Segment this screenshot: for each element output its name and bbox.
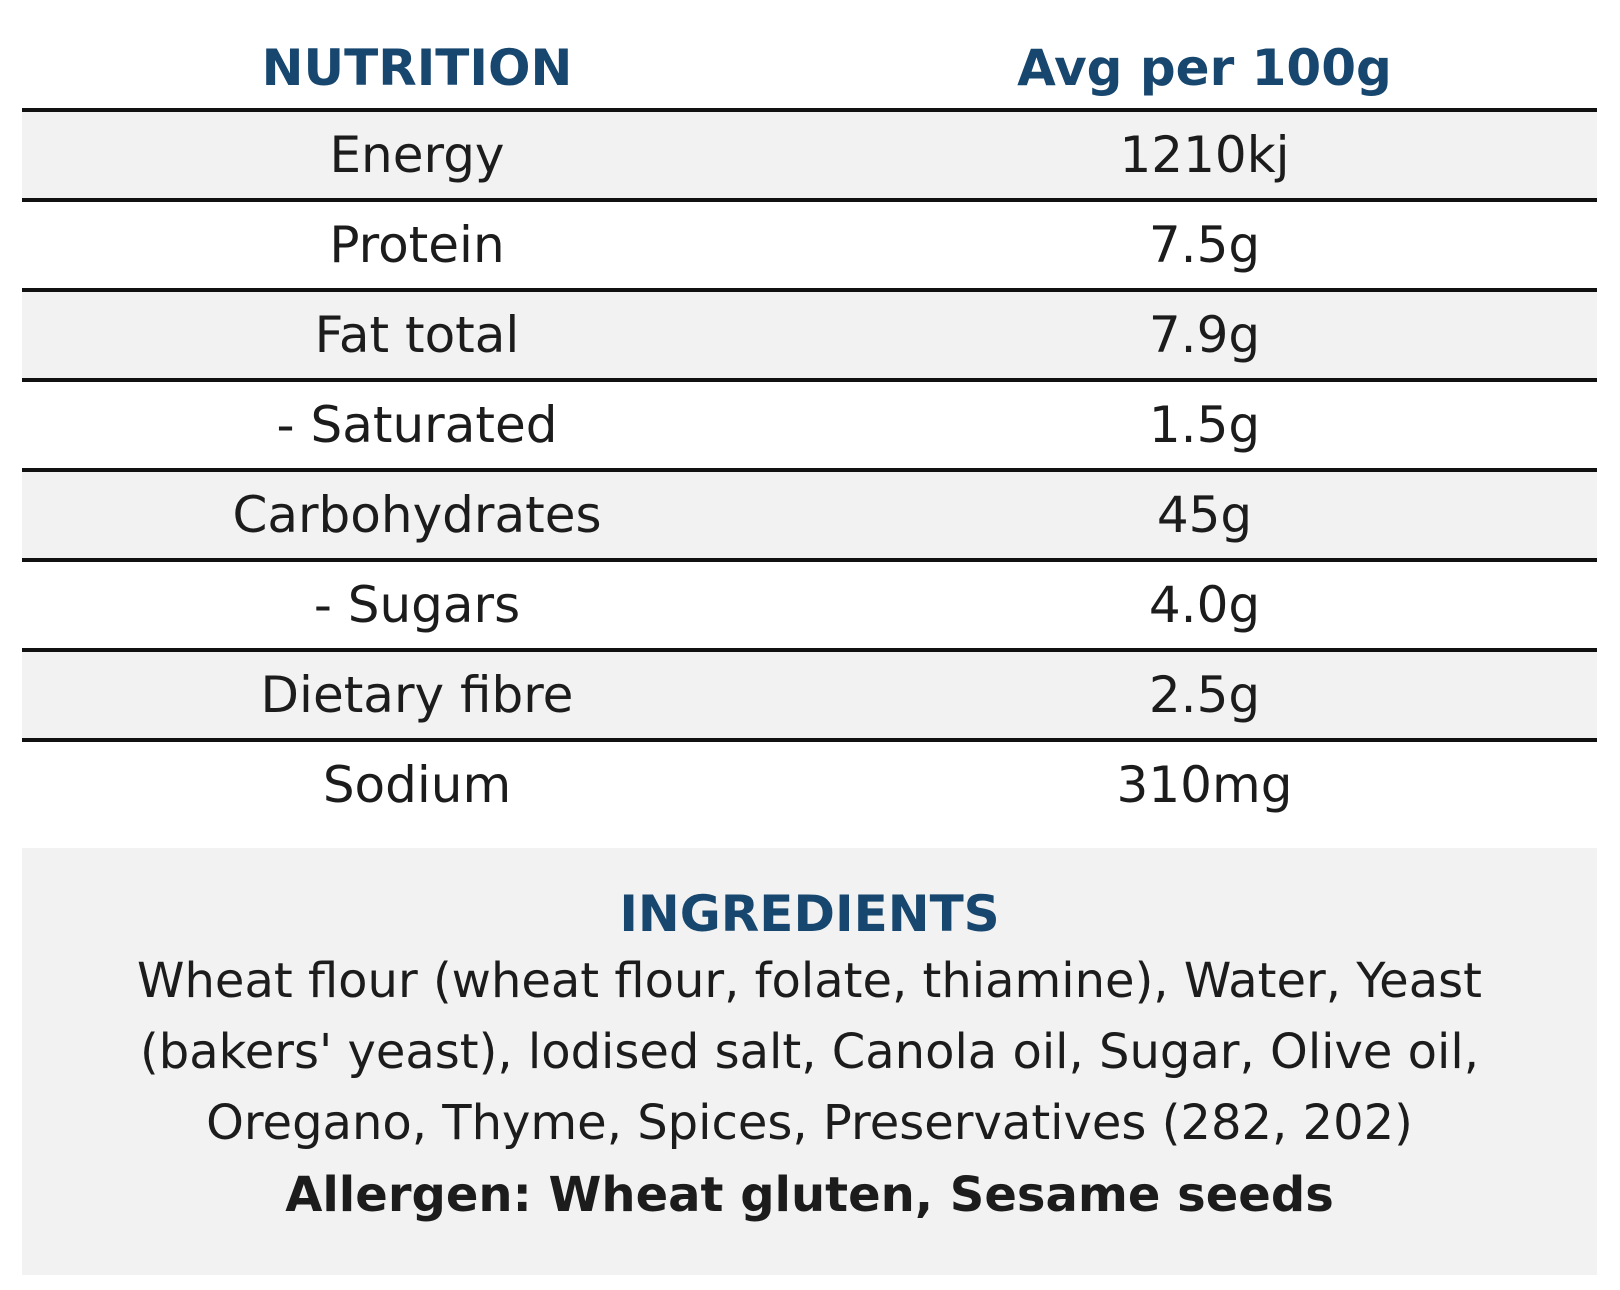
nutrition-heading: NUTRITION xyxy=(261,39,573,97)
nutrient-value: 1.5g xyxy=(1148,396,1261,454)
nutrient-label: Carbohydrates xyxy=(232,486,602,544)
table-row: Sodium 310mg xyxy=(22,742,1597,828)
nutrient-label: Protein xyxy=(329,216,505,274)
nutrient-value: 1210kj xyxy=(1119,126,1290,184)
avg-per-100g-heading: Avg per 100g xyxy=(1017,39,1392,97)
table-row: Carbohydrates 45g xyxy=(22,472,1597,562)
table-row: - Saturated 1.5g xyxy=(22,382,1597,472)
nutrient-value: 2.5g xyxy=(1148,666,1261,724)
nutrient-value: 4.0g xyxy=(1148,576,1261,634)
nutrient-label: Fat total xyxy=(314,306,520,364)
nutrient-label: Sodium xyxy=(322,756,512,814)
table-row: Protein 7.5g xyxy=(22,202,1597,292)
nutrient-label: Dietary fibre xyxy=(260,666,574,724)
nutrition-table: NUTRITION Avg per 100g Energy 1210kj Pro… xyxy=(22,28,1597,828)
ingredients-heading: INGREDIENTS xyxy=(619,885,1000,943)
nutrient-value: 7.9g xyxy=(1148,306,1261,364)
nutrition-header-row: NUTRITION Avg per 100g xyxy=(22,28,1597,112)
ingredients-text: Wheat flour (wheat flour, folate, thiami… xyxy=(137,953,1482,1151)
table-row: Dietary fibre 2.5g xyxy=(22,652,1597,742)
nutrient-label: Energy xyxy=(329,126,505,184)
nutrient-value: 310mg xyxy=(1116,756,1293,814)
nutrient-value: 7.5g xyxy=(1148,216,1261,274)
table-row: Energy 1210kj xyxy=(22,112,1597,202)
table-row: - Sugars 4.0g xyxy=(22,562,1597,652)
allergen-statement: Allergen: Wheat gluten, Sesame seeds xyxy=(285,1167,1334,1223)
table-row: Fat total 7.9g xyxy=(22,292,1597,382)
nutrient-label: - Saturated xyxy=(276,396,558,454)
nutrient-label: - Sugars xyxy=(313,576,521,634)
nutrient-value: 45g xyxy=(1156,486,1253,544)
ingredients-panel: INGREDIENTS Wheat flour (wheat flour, fo… xyxy=(22,848,1597,1275)
